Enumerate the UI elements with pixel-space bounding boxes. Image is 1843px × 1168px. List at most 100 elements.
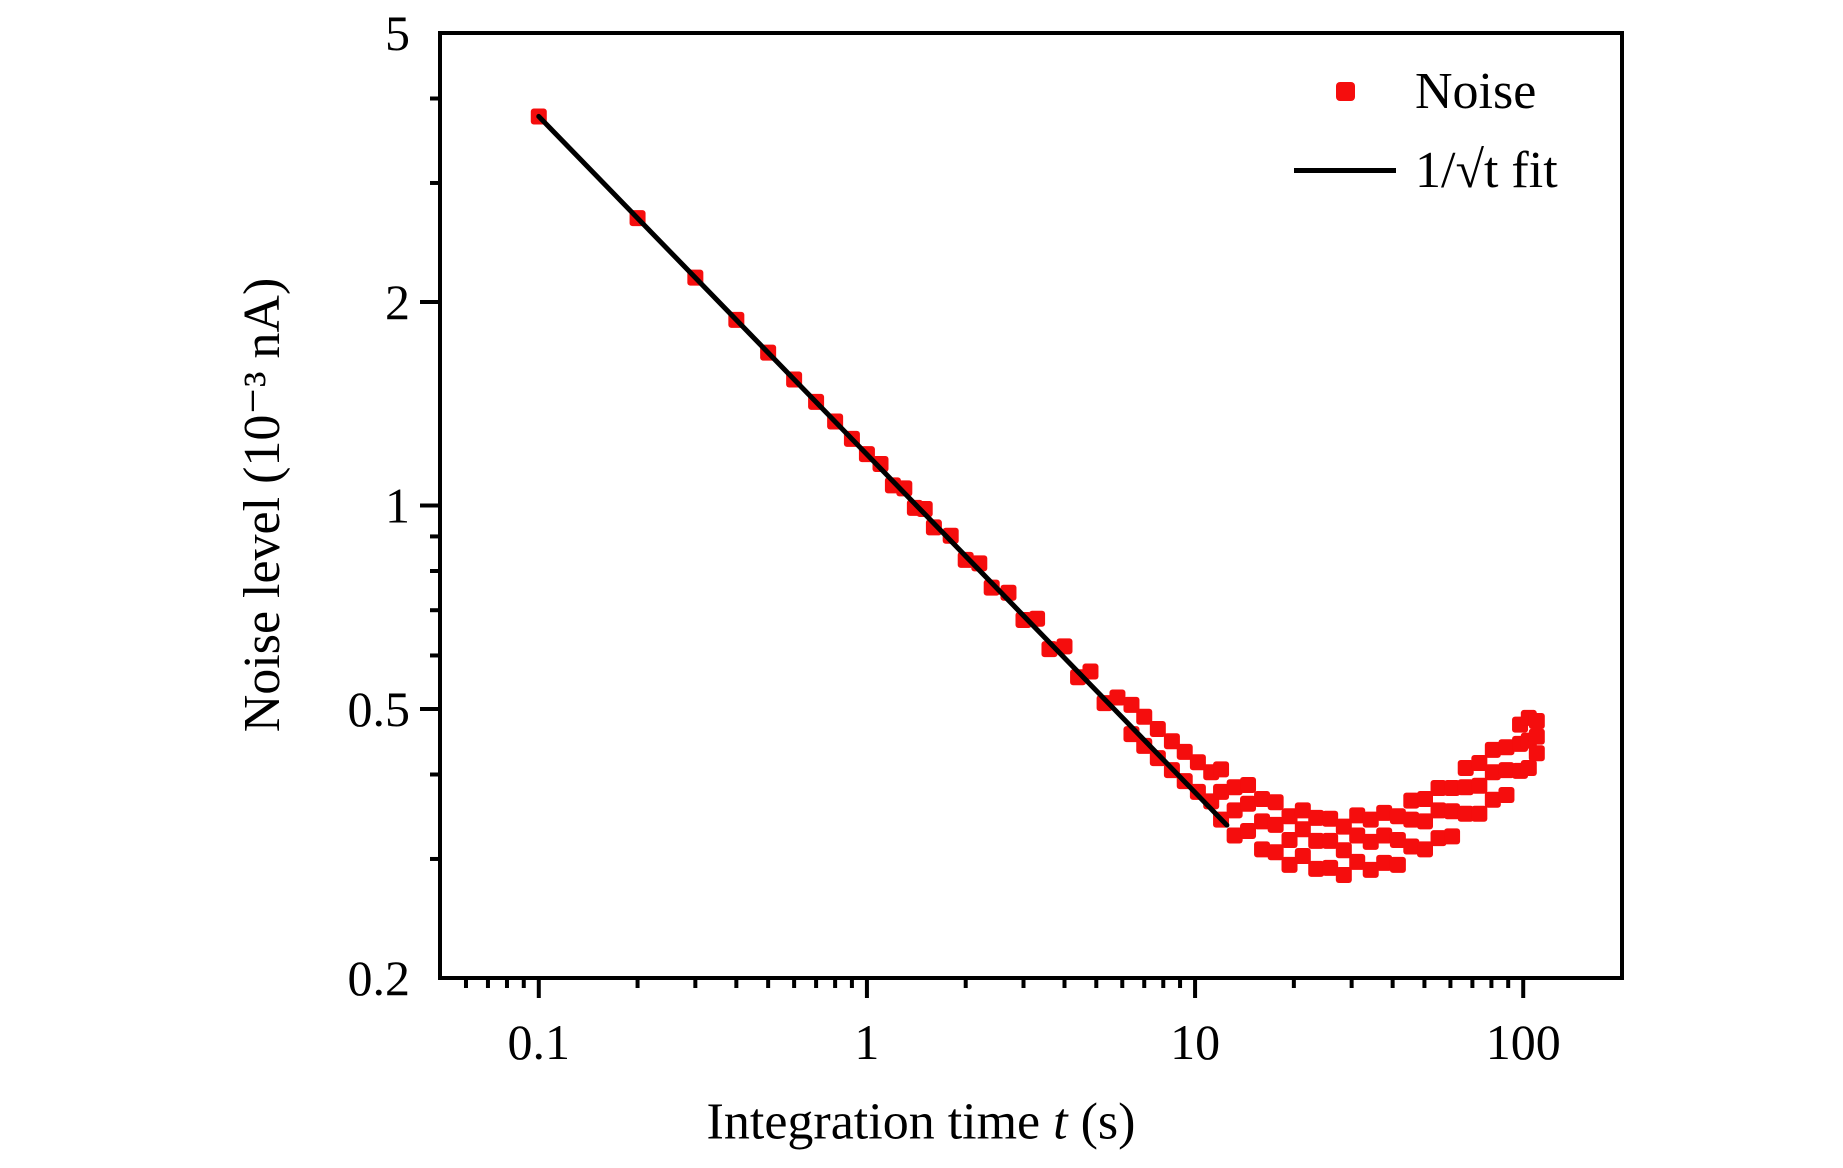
data-point bbox=[1430, 780, 1447, 797]
data-point bbox=[1349, 807, 1366, 824]
data-point bbox=[1254, 813, 1271, 830]
data-point bbox=[1240, 795, 1257, 812]
y-tick-label: 0.5 bbox=[348, 681, 411, 737]
data-point bbox=[1417, 841, 1434, 858]
x-axis-title-suffix: (s) bbox=[1067, 1093, 1136, 1151]
data-point bbox=[1335, 842, 1352, 859]
data-point bbox=[1349, 827, 1366, 844]
noise-marker-swatch bbox=[1335, 82, 1355, 101]
data-point bbox=[1109, 689, 1126, 706]
y-tick-label: 1 bbox=[385, 478, 410, 534]
data-point bbox=[1322, 810, 1339, 827]
data-point bbox=[1444, 780, 1461, 797]
data-point bbox=[1294, 802, 1311, 819]
y-tick-label: 5 bbox=[385, 5, 410, 61]
data-point bbox=[1471, 777, 1488, 794]
data-point bbox=[1484, 741, 1501, 758]
data-point bbox=[1149, 750, 1166, 767]
data-point bbox=[1254, 841, 1271, 858]
data-point bbox=[1376, 854, 1393, 871]
fit-line bbox=[536, 113, 1230, 828]
y-tick-label: 2 bbox=[385, 274, 410, 330]
data-point bbox=[1322, 832, 1339, 849]
data-point bbox=[1498, 739, 1515, 756]
data-point bbox=[1417, 790, 1434, 807]
data-point bbox=[1389, 808, 1406, 825]
data-point bbox=[1528, 712, 1545, 729]
data-point bbox=[1096, 695, 1113, 712]
data-point bbox=[1213, 783, 1230, 800]
data-point bbox=[1281, 832, 1298, 849]
data-point bbox=[1457, 779, 1474, 796]
data-point bbox=[1403, 838, 1420, 855]
data-point bbox=[1444, 828, 1461, 845]
data-point bbox=[1281, 808, 1298, 825]
legend-item-noise: Noise bbox=[1285, 52, 1558, 131]
fit-line-swatch bbox=[1294, 168, 1396, 173]
data-point bbox=[1226, 779, 1243, 796]
data-point bbox=[1528, 745, 1545, 762]
data-point bbox=[1254, 790, 1271, 807]
data-point bbox=[1376, 827, 1393, 844]
data-point bbox=[1335, 818, 1352, 835]
x-tick-label: 100 bbox=[1486, 1014, 1561, 1070]
data-point bbox=[1471, 754, 1488, 771]
data-point bbox=[1176, 743, 1193, 760]
data-point bbox=[1015, 612, 1032, 629]
data-point bbox=[1189, 754, 1206, 771]
data-point bbox=[1444, 803, 1461, 820]
data-point bbox=[1136, 708, 1153, 725]
data-point bbox=[1520, 759, 1537, 776]
data-point bbox=[1082, 663, 1099, 680]
data-point bbox=[1349, 853, 1366, 870]
data-point bbox=[1471, 805, 1488, 822]
data-point bbox=[1376, 804, 1393, 821]
x-tick-label: 0.1 bbox=[508, 1014, 571, 1070]
x-axis-title: Integration time t (s) bbox=[707, 1093, 1136, 1152]
x-axis-title-variable: t bbox=[1053, 1093, 1068, 1151]
legend-item-fit: 1/√t fit bbox=[1285, 131, 1558, 210]
data-point bbox=[1528, 728, 1545, 745]
x-tick-label: 1 bbox=[854, 1014, 879, 1070]
data-point bbox=[1457, 805, 1474, 822]
data-point bbox=[872, 455, 889, 472]
data-point bbox=[1308, 809, 1325, 826]
legend-label-fit: 1/√t fit bbox=[1415, 142, 1558, 199]
data-point bbox=[1484, 791, 1501, 808]
data-point bbox=[925, 519, 942, 536]
x-axis-title-prefix: Integration time bbox=[706, 1093, 1054, 1151]
data-point bbox=[1403, 792, 1420, 809]
data-point bbox=[1389, 856, 1406, 873]
y-axis-title: Noise level (10⁻³ nA) bbox=[234, 277, 291, 733]
data-point bbox=[1213, 761, 1230, 778]
data-point bbox=[1267, 794, 1284, 811]
data-point bbox=[1403, 811, 1420, 828]
y-tick-label: 0.2 bbox=[348, 950, 411, 1006]
data-point bbox=[1267, 844, 1284, 861]
data-point bbox=[1484, 764, 1501, 781]
data-point bbox=[1226, 802, 1243, 819]
data-point bbox=[1294, 848, 1311, 865]
legend-label-noise: Noise bbox=[1415, 63, 1537, 120]
data-point bbox=[1362, 833, 1379, 850]
data-point bbox=[1240, 776, 1257, 793]
data-point bbox=[1389, 832, 1406, 849]
data-point bbox=[1308, 832, 1325, 849]
data-point bbox=[1308, 860, 1325, 877]
data-point bbox=[1457, 759, 1474, 776]
data-point bbox=[1335, 867, 1352, 884]
data-point bbox=[1498, 762, 1515, 779]
data-point bbox=[1149, 721, 1166, 738]
x-tick-label: 10 bbox=[1170, 1014, 1220, 1070]
data-point bbox=[1163, 733, 1180, 750]
data-point bbox=[1362, 861, 1379, 878]
legend: Noise 1/√t fit bbox=[1285, 52, 1558, 210]
data-point bbox=[1498, 787, 1515, 804]
data-point bbox=[1362, 811, 1379, 828]
data-point bbox=[1417, 813, 1434, 830]
data-point bbox=[1240, 822, 1257, 839]
data-point bbox=[1267, 816, 1284, 833]
data-point bbox=[1281, 856, 1298, 873]
